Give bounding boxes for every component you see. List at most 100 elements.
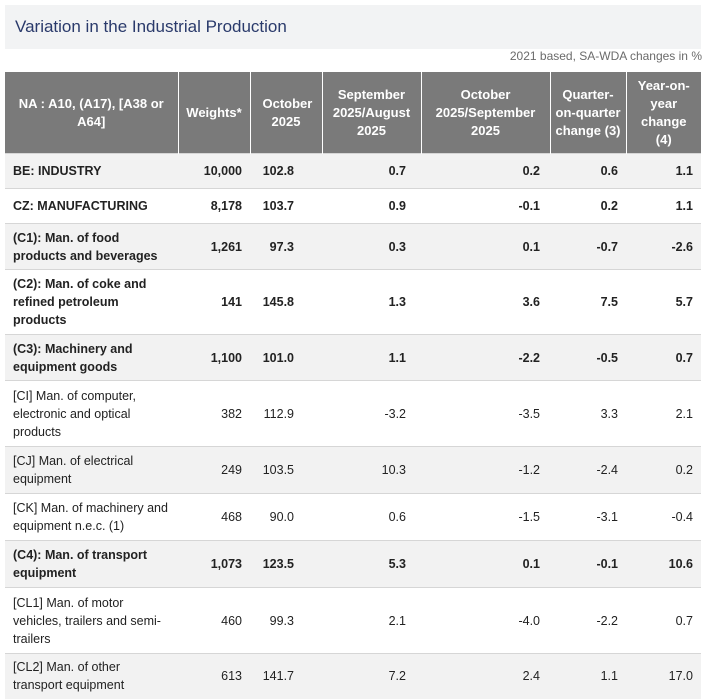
- row-sep-aug: 1.3: [322, 269, 421, 335]
- row-sep-aug: 0.6: [322, 493, 421, 541]
- header-row: NA : A10, (A17), [A38 or A64] Weights* O…: [5, 72, 701, 154]
- row-weight: 1,073: [178, 540, 250, 588]
- table-row: [CK] Man. of machinery and equipment n.e…: [5, 493, 701, 541]
- row-october: 145.8: [250, 269, 322, 335]
- table-row: [CJ] Man. of electrical equipment 249 10…: [5, 446, 701, 494]
- header-yoy: Year-on-year change (4): [626, 72, 701, 154]
- header-qoq: Quarter-on-quarter change (3): [550, 72, 627, 154]
- row-october: 99.3: [250, 587, 322, 654]
- row-label: [CK] Man. of machinery and equipment n.e…: [5, 493, 178, 541]
- row-sep-aug: 1.1: [322, 334, 421, 381]
- row-label: (C1): Man. of food products and beverage…: [5, 223, 178, 270]
- row-sep-aug: -3.2: [322, 380, 421, 447]
- row-october: 101.0: [250, 334, 322, 381]
- row-qoq: 3.3: [550, 380, 626, 447]
- row-october: 102.8: [250, 153, 322, 189]
- header-sep-aug: September 2025/August 2025: [322, 72, 422, 154]
- table-row: (C1): Man. of food products and beverage…: [5, 223, 701, 270]
- row-label: [CI] Man. of computer, electronic and op…: [5, 380, 178, 447]
- row-label: [CL1] Man. of motor vehicles, trailers a…: [5, 587, 178, 654]
- row-weight: 382: [178, 380, 250, 447]
- table-row: CZ: MANUFACTURING 8,178 103.7 0.9 -0.1 0…: [5, 188, 701, 224]
- row-oct-sep: -1.2: [421, 446, 550, 494]
- row-sep-aug: 2.1: [322, 587, 421, 654]
- title-bar: Variation in the Industrial Production: [5, 5, 701, 49]
- row-october: 112.9: [250, 380, 322, 447]
- table-row: (C2): Man. of coke and refined petroleum…: [5, 269, 701, 335]
- row-october: 97.3: [250, 223, 322, 270]
- row-oct-sep: 3.6: [421, 269, 550, 335]
- row-sep-aug: 5.3: [322, 540, 421, 588]
- row-yoy: 1.1: [626, 188, 701, 224]
- row-label: CZ: MANUFACTURING: [5, 188, 178, 224]
- row-oct-sep: -3.5: [421, 380, 550, 447]
- industrial-production-table: NA : A10, (A17), [A38 or A64] Weights* O…: [5, 72, 701, 699]
- header-october: October 2025: [250, 72, 323, 154]
- row-weight: 8,178: [178, 188, 250, 224]
- row-qoq: 7.5: [550, 269, 626, 335]
- table-subtitle: 2021 based, SA-WDA changes in %: [509, 49, 702, 63]
- row-qoq: -0.5: [550, 334, 626, 381]
- row-sep-aug: 0.9: [322, 188, 421, 224]
- row-yoy: 2.1: [626, 380, 701, 447]
- row-sep-aug: 7.2: [322, 653, 421, 699]
- header-weights: Weights*: [178, 72, 251, 154]
- row-label: (C2): Man. of coke and refined petroleum…: [5, 269, 178, 335]
- row-october: 123.5: [250, 540, 322, 588]
- row-yoy: -0.4: [626, 493, 701, 541]
- table-row: BE: INDUSTRY 10,000 102.8 0.7 0.2 0.6 1.…: [5, 153, 701, 189]
- row-weight: 613: [178, 653, 250, 699]
- row-oct-sep: 0.1: [421, 223, 550, 270]
- row-october: 141.7: [250, 653, 322, 699]
- table-row: [CL1] Man. of motor vehicles, trailers a…: [5, 587, 701, 654]
- row-qoq: -2.2: [550, 587, 626, 654]
- row-october: 103.7: [250, 188, 322, 224]
- row-oct-sep: -2.2: [421, 334, 550, 381]
- row-oct-sep: 2.4: [421, 653, 550, 699]
- header-oct-sep: October 2025/September 2025: [421, 72, 551, 154]
- row-weight: 460: [178, 587, 250, 654]
- row-oct-sep: 0.1: [421, 540, 550, 588]
- header-na: NA : A10, (A17), [A38 or A64]: [5, 72, 179, 154]
- row-sep-aug: 0.7: [322, 153, 421, 189]
- row-qoq: -2.4: [550, 446, 626, 494]
- row-weight: 1,100: [178, 334, 250, 381]
- row-label: [CL2] Man. of other transport equipment: [5, 653, 178, 699]
- row-yoy: 17.0: [626, 653, 701, 699]
- page-title: Variation in the Industrial Production: [15, 17, 287, 36]
- table-row: (C4): Man. of transport equipment 1,073 …: [5, 540, 701, 588]
- row-yoy: 5.7: [626, 269, 701, 335]
- row-yoy: 1.1: [626, 153, 701, 189]
- row-qoq: -0.7: [550, 223, 626, 270]
- row-oct-sep: 0.2: [421, 153, 550, 189]
- row-qoq: 0.6: [550, 153, 626, 189]
- row-weight: 468: [178, 493, 250, 541]
- row-sep-aug: 10.3: [322, 446, 421, 494]
- row-yoy: 0.7: [626, 334, 701, 381]
- row-qoq: 1.1: [550, 653, 626, 699]
- table-row: [CI] Man. of computer, electronic and op…: [5, 380, 701, 447]
- row-oct-sep: -0.1: [421, 188, 550, 224]
- row-qoq: -3.1: [550, 493, 626, 541]
- row-yoy: 0.7: [626, 587, 701, 654]
- row-yoy: 0.2: [626, 446, 701, 494]
- row-sep-aug: 0.3: [322, 223, 421, 270]
- row-label: [CJ] Man. of electrical equipment: [5, 446, 178, 494]
- row-october: 103.5: [250, 446, 322, 494]
- row-weight: 1,261: [178, 223, 250, 270]
- row-oct-sep: -1.5: [421, 493, 550, 541]
- row-label: (C4): Man. of transport equipment: [5, 540, 178, 588]
- row-weight: 10,000: [178, 153, 250, 189]
- row-qoq: 0.2: [550, 188, 626, 224]
- table-row: [CL2] Man. of other transport equipment …: [5, 653, 701, 699]
- row-qoq: -0.1: [550, 540, 626, 588]
- row-oct-sep: -4.0: [421, 587, 550, 654]
- row-label: (C3): Machinery and equipment goods: [5, 334, 178, 381]
- row-weight: 141: [178, 269, 250, 335]
- row-yoy: 10.6: [626, 540, 701, 588]
- row-october: 90.0: [250, 493, 322, 541]
- table-row: (C3): Machinery and equipment goods 1,10…: [5, 334, 701, 381]
- row-label: BE: INDUSTRY: [5, 153, 178, 189]
- row-weight: 249: [178, 446, 250, 494]
- row-yoy: -2.6: [626, 223, 701, 270]
